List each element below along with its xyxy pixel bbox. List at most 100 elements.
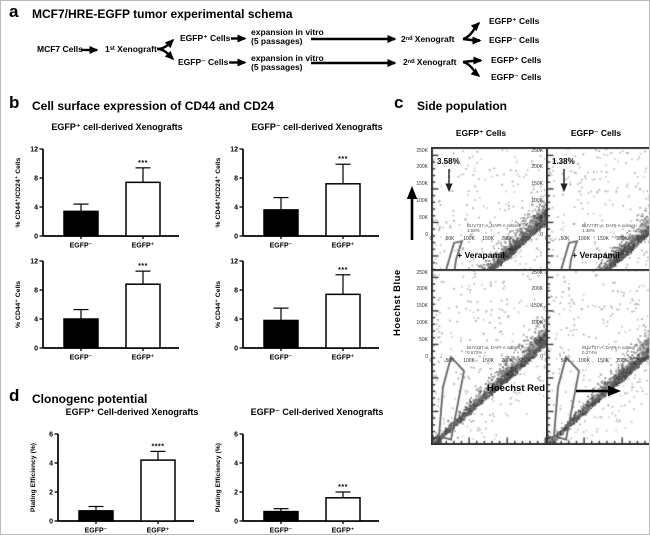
y-axis-label: Plating Efficiency (%)	[30, 443, 37, 512]
chart-title: EGFP⁺ Cell-derived Xenografts	[65, 407, 199, 417]
hoechst-red-axis-arrow-icon	[576, 385, 621, 397]
y-tick-label: 4	[234, 204, 238, 211]
panel-b-label: b	[9, 93, 20, 112]
bar	[78, 510, 114, 522]
x-category-label: EGFP⁻	[270, 243, 293, 250]
bar-chart-plot: 0 4 8 12 % CD44⁺ Cells EGFP⁻ EGFP⁺ ***	[215, 258, 379, 362]
panel-d-label: d	[9, 386, 20, 405]
panel-c-title: Side population	[417, 99, 507, 113]
y-tick-label: 12	[230, 258, 238, 265]
bar	[263, 209, 299, 237]
x-axis-tick-label: 250K	[635, 236, 648, 242]
x-axis-tick-label: 200K	[616, 236, 629, 242]
schema-arrows	[81, 21, 483, 77]
x-category-label: EGFP⁺	[147, 527, 170, 535]
y-tick-label: 8	[234, 287, 238, 294]
y-axis-tick-label: 100K	[531, 197, 543, 204]
y-axis-tick-label: 0	[425, 353, 428, 360]
y-tick-label: 8	[34, 287, 38, 294]
flow-plot-egfp-neg: EGFP⁻ Cells 1.38% BUV737-A, DAPI-A subse…	[524, 127, 649, 323]
bar-chart-cd44-egfp-neg-xenograft: 0 4 8 12 % CD44⁺ Cells EGFP⁻ EGFP⁺ ***	[211, 234, 391, 362]
fork2b-arrow-down	[462, 60, 481, 77]
bar-chart-cd44cd24-egfp-neg-xenograft: EGFP⁻ cell-derived Xenografts 0 4 8 12 % CD4…	[211, 122, 391, 250]
y-axis-tick-label: 50K	[419, 214, 428, 221]
bar	[263, 510, 299, 522]
x-category-label: EGFP⁻	[70, 243, 93, 250]
bar	[263, 319, 299, 349]
y-axis-tick-label: 150K	[531, 303, 543, 310]
flow-plot-egfp-pos-verapamil: + Verapamil BUV737-A, DAPI-A subset 0.67…	[409, 249, 631, 445]
subset-line2: 1.38%	[582, 228, 595, 234]
subset-line1: BUV737-A, DAPI-A subset	[582, 223, 636, 228]
flow-plot-title: + Verapamil	[572, 250, 620, 260]
experimental-schema-diagram: MCF7 Cells 1ˢᵗ Xenograft EGFP⁺ Cells EGF…	[1, 15, 649, 87]
schema-node-expansion1-line2: (5 passages)	[251, 36, 303, 46]
x-category-label: EGFP⁻	[270, 355, 293, 362]
x-axis-tick-label: 250K	[520, 236, 533, 242]
chart-title	[243, 234, 391, 247]
x-axis-tick-label: 200K	[501, 358, 514, 364]
bar-chart-cd44cd24-egfp-pos-xenograft: EGFP⁺ cell-derived Xenografts 0 4 8 12 % CD4…	[11, 122, 191, 250]
y-tick-label: 0	[234, 233, 238, 240]
x-axis-tick-label: 100K	[463, 358, 475, 364]
y-axis-tick-label: 250K	[531, 269, 543, 276]
y-tick-label: 2	[49, 489, 53, 496]
x-axis-tick-label: 50K	[560, 358, 570, 364]
x-category-label: EGFP⁻	[70, 355, 93, 362]
x-axis-tick-label: 250K	[635, 358, 648, 364]
y-axis-tick-label: 50K	[534, 336, 543, 343]
y-tick-label: 0	[34, 345, 38, 352]
y-axis-tick-label: 250K	[416, 147, 428, 154]
x-axis-tick-label: 150K	[482, 358, 494, 364]
schema-node-second-xenograft-bottom: 2ⁿᵈ Xenograft	[403, 57, 457, 67]
hoechst-red-axis-label: Hoechst Red	[487, 383, 546, 394]
bar	[140, 459, 176, 522]
significance-stars: ***	[138, 160, 148, 167]
fork-arrow-down	[156, 47, 175, 61]
schema-node-egfp-pos-cells-out2: EGFP⁺ Cells	[491, 55, 542, 65]
x-axis-tick-label: 150K	[597, 358, 609, 364]
subset-annotation: BUV737-A, DAPI-A subset 1.38%	[582, 223, 635, 234]
subset-annotation: BUV737-A, DAPI-A subset 0.672%	[467, 345, 520, 356]
panel-a-title: MCF7/HRE-EGFP tumor experimental schema	[32, 7, 293, 21]
schema-node-egfp-neg-cells: EGFP⁻ Cells	[178, 57, 229, 67]
bar-chart-plot: 0 4 8 12 % CD44⁺/CD24⁺ Cells EGFP⁻ EGFP⁺ ***	[15, 146, 179, 250]
schema-node-egfp-neg-cells-out1: EGFP⁻ Cells	[489, 35, 540, 45]
hoechst-blue-axis-label: Hoechst Blue	[392, 269, 403, 336]
bar-chart-plot: 0 2 4 6 Plating Efficiency (%) EGFP⁻ EGFP⁺ ****	[30, 431, 194, 535]
y-tick-label: 0	[34, 233, 38, 240]
bar-chart-plating-efficiency-egfp-pos: EGFP⁺ Cell-derived Xenografts 0 2 4 6 Platin…	[26, 407, 206, 535]
schema-node-second-xenograft-top: 2ⁿᵈ Xenograft	[401, 34, 455, 44]
y-tick-label: 4	[234, 460, 238, 467]
panel-a-label: a	[9, 2, 19, 21]
y-axis-tick-label: 250K	[416, 269, 428, 276]
x-axis-tick-label: 150K	[482, 236, 494, 242]
y-tick-label: 8	[234, 175, 238, 182]
y-axis-tick-label: 150K	[531, 181, 543, 188]
chart-title: EGFP⁻ cell-derived Xenografts	[251, 122, 383, 132]
x-axis-tick-label: 250K	[520, 358, 533, 364]
y-tick-label: 6	[49, 431, 53, 438]
x-axis-tick-label: 50K	[445, 236, 455, 242]
x-axis-tick-label: 150K	[597, 236, 609, 242]
y-axis-label: % CD44⁺ Cells	[15, 281, 22, 328]
fork-arrow-up	[156, 38, 175, 51]
significance-stars: ****	[152, 443, 165, 450]
bar	[325, 497, 361, 522]
y-axis-tick-label: 100K	[416, 197, 428, 204]
hoechst-blue-axis-arrow-icon	[406, 186, 418, 240]
x-axis-tick-label: 0	[429, 358, 433, 364]
y-axis-tick-label: 200K	[416, 286, 428, 293]
y-axis-label: % CD44⁺ Cells	[215, 281, 222, 328]
bar	[325, 293, 361, 349]
x-axis-tick-label: 200K	[501, 236, 514, 242]
subset-line2: 0.274%	[582, 350, 598, 356]
y-axis-label: % CD44⁺/CD24⁺ Cells	[15, 157, 22, 227]
bar-chart-plot: 0 4 8 12 % CD44⁺ Cells EGFP⁻ EGFP⁺ ***	[15, 258, 179, 362]
y-axis-tick-label: 0	[540, 353, 543, 360]
y-axis-tick-label: 0	[425, 231, 428, 238]
panel-b-title: Cell surface expression of CD44 and CD24	[32, 99, 275, 113]
gate-percentage-label: 1.38%	[552, 157, 575, 166]
significance-stars: ***	[338, 156, 348, 163]
